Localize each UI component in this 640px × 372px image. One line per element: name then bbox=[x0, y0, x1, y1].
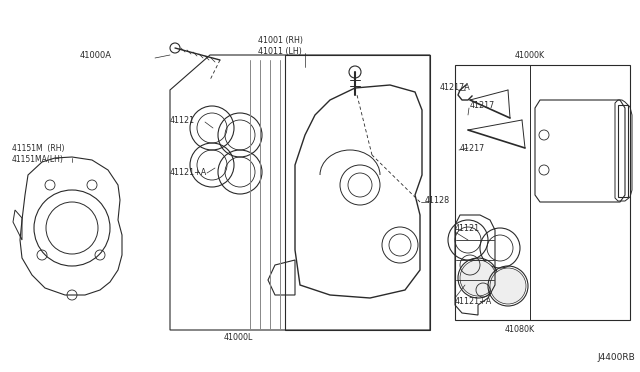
Text: 41151M  (RH): 41151M (RH) bbox=[12, 144, 65, 153]
Text: 41217: 41217 bbox=[470, 100, 495, 109]
Text: 41128: 41128 bbox=[425, 196, 450, 205]
Text: 41000K: 41000K bbox=[515, 51, 545, 60]
Text: 41000A: 41000A bbox=[80, 51, 112, 60]
Text: 41121: 41121 bbox=[455, 224, 480, 232]
Circle shape bbox=[490, 268, 526, 304]
Text: 41151MA(LH): 41151MA(LH) bbox=[12, 154, 64, 164]
Text: 41001 (RH): 41001 (RH) bbox=[258, 35, 303, 45]
Text: J4400RB: J4400RB bbox=[597, 353, 635, 362]
Text: 41121+A: 41121+A bbox=[455, 298, 492, 307]
Text: 41121: 41121 bbox=[170, 115, 195, 125]
Text: 41000L: 41000L bbox=[223, 334, 253, 343]
Text: 41080K: 41080K bbox=[505, 326, 535, 334]
Text: 41217: 41217 bbox=[460, 144, 485, 153]
Text: 41121+A: 41121+A bbox=[170, 167, 207, 176]
Circle shape bbox=[460, 260, 496, 296]
Text: 41011 (LH): 41011 (LH) bbox=[258, 46, 302, 55]
Text: 41217A: 41217A bbox=[440, 83, 471, 92]
